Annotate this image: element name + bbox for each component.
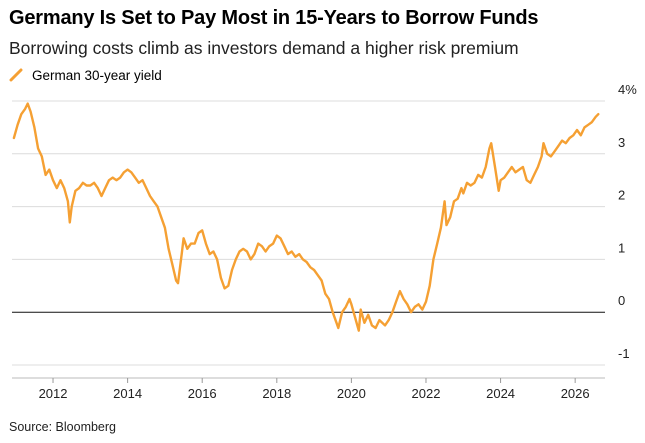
x-tick-label: 2016 (188, 386, 217, 401)
y-tick-label: 4% (618, 82, 637, 97)
grid-layer (12, 100, 605, 379)
y-tick-label: 2 (618, 188, 625, 203)
y-tick-label: 1 (618, 240, 625, 255)
series-line-german-30-year-yield (12, 102, 600, 332)
chart-subtitle: Borrowing costs climb as investors deman… (9, 38, 519, 58)
chart-legend: German 30-year yield (9, 66, 162, 84)
x-tick-label: 2012 (39, 386, 68, 401)
x-tick-label: 2018 (262, 386, 291, 401)
legend-label: German 30-year yield (32, 67, 162, 83)
x-tick-label: 2024 (486, 386, 515, 401)
source-note: Source: Bloomberg (9, 420, 117, 434)
legend-swatch-icon (9, 68, 23, 82)
x-tick-label: 2014 (113, 386, 142, 401)
x-tick-label: 2022 (412, 386, 441, 401)
tick-layer: 4% 3 2 1 0 -1 2012 2014 2016 2018 2020 2022 2024 2026 (39, 82, 638, 401)
chart-title: Germany Is Set to Pay Most in 15-Years t… (9, 7, 539, 29)
x-tick-label: 2026 (561, 386, 590, 401)
x-tick-label: 2020 (337, 386, 366, 401)
series-layer (12, 102, 600, 332)
y-tick-label: 0 (618, 293, 625, 308)
y-tick-label: 3 (618, 135, 625, 150)
y-tick-label: -1 (618, 346, 630, 361)
